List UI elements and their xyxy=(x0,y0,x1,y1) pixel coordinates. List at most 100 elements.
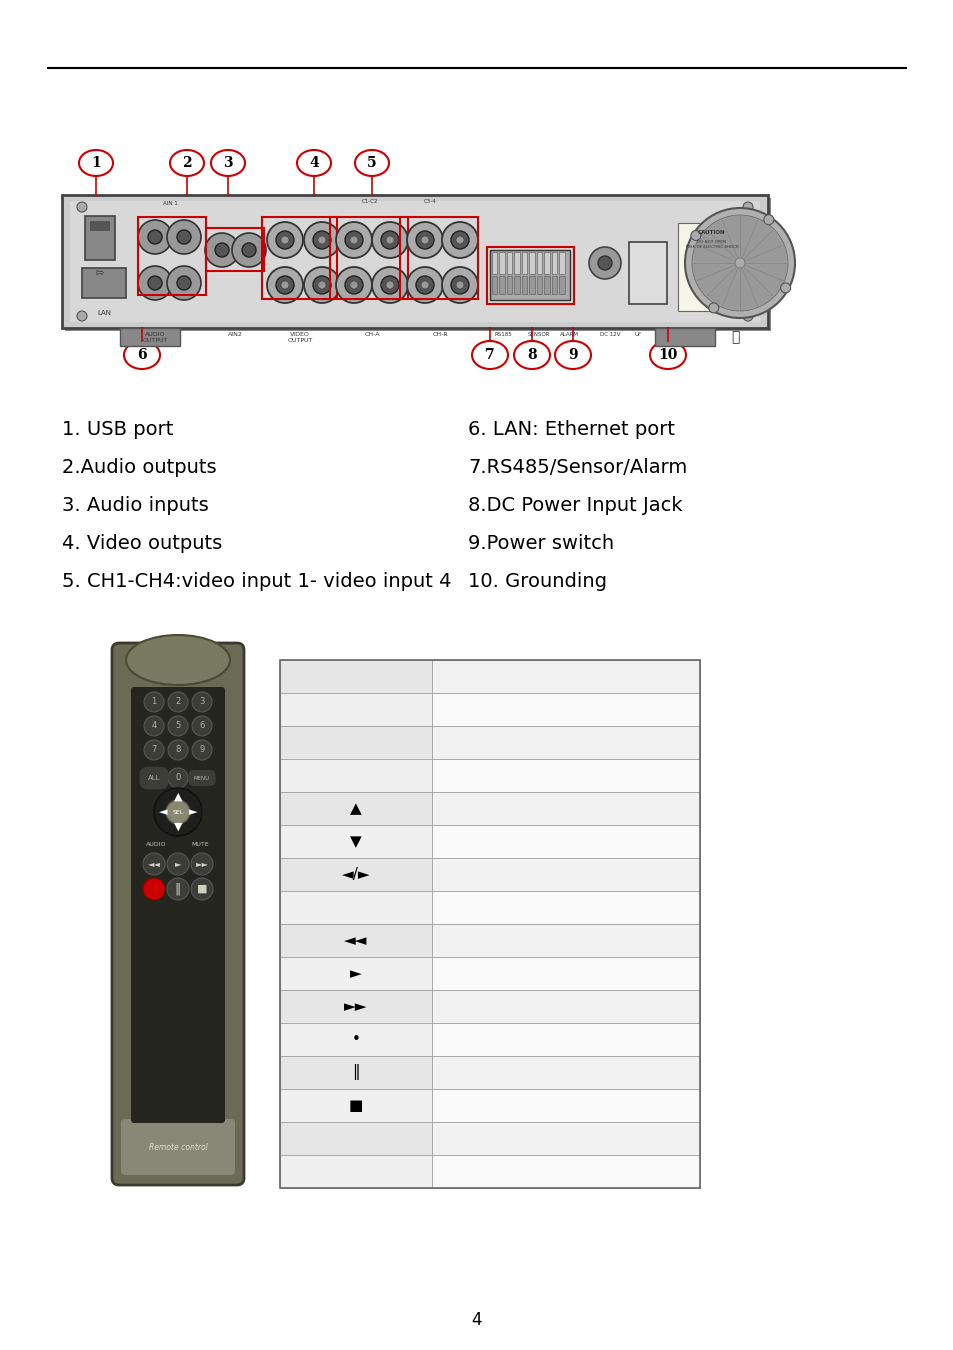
FancyBboxPatch shape xyxy=(432,957,700,990)
Text: RS185: RS185 xyxy=(495,332,512,338)
Text: ALL: ALL xyxy=(148,775,160,782)
Circle shape xyxy=(690,231,700,240)
Text: SEL: SEL xyxy=(172,810,183,814)
Circle shape xyxy=(192,693,212,711)
Circle shape xyxy=(313,231,331,248)
Circle shape xyxy=(742,202,752,212)
Circle shape xyxy=(275,275,294,294)
Text: 6. LAN: Ethernet port: 6. LAN: Ethernet port xyxy=(468,420,675,439)
Text: 5. CH1-CH4:video input 1- video input 4: 5. CH1-CH4:video input 1- video input 4 xyxy=(62,572,451,591)
Circle shape xyxy=(313,275,331,294)
Ellipse shape xyxy=(355,150,389,176)
Circle shape xyxy=(177,275,191,290)
Circle shape xyxy=(763,215,773,224)
Text: ►: ► xyxy=(174,860,181,868)
Text: 8: 8 xyxy=(527,348,537,362)
Circle shape xyxy=(166,801,190,824)
Circle shape xyxy=(780,284,790,293)
Ellipse shape xyxy=(126,634,230,684)
FancyBboxPatch shape xyxy=(112,643,244,1185)
FancyBboxPatch shape xyxy=(280,1089,432,1122)
Text: C3-4: C3-4 xyxy=(423,198,436,204)
Text: ►: ► xyxy=(189,807,197,817)
Circle shape xyxy=(167,853,189,875)
Text: 7: 7 xyxy=(152,745,156,755)
FancyBboxPatch shape xyxy=(529,252,535,274)
FancyBboxPatch shape xyxy=(521,252,527,274)
Text: SENSOR: SENSOR xyxy=(527,332,550,338)
Circle shape xyxy=(386,236,394,244)
Text: 9: 9 xyxy=(199,745,204,755)
Ellipse shape xyxy=(211,150,245,176)
FancyBboxPatch shape xyxy=(506,275,512,294)
FancyBboxPatch shape xyxy=(280,859,432,891)
FancyBboxPatch shape xyxy=(514,252,519,274)
FancyBboxPatch shape xyxy=(280,891,432,923)
Circle shape xyxy=(168,768,188,788)
Ellipse shape xyxy=(514,342,550,369)
Circle shape xyxy=(148,275,162,290)
Text: AIN2: AIN2 xyxy=(228,332,242,338)
FancyBboxPatch shape xyxy=(490,250,569,300)
Text: 2: 2 xyxy=(175,698,180,706)
Text: ◄/►: ◄/► xyxy=(341,867,370,882)
Circle shape xyxy=(345,231,363,248)
Circle shape xyxy=(317,236,326,244)
FancyBboxPatch shape xyxy=(85,216,115,261)
Text: Remote control: Remote control xyxy=(149,1143,207,1153)
Circle shape xyxy=(588,247,620,279)
FancyBboxPatch shape xyxy=(432,825,700,859)
FancyBboxPatch shape xyxy=(432,726,700,759)
FancyBboxPatch shape xyxy=(521,275,527,294)
FancyBboxPatch shape xyxy=(678,223,745,310)
FancyBboxPatch shape xyxy=(628,242,666,304)
Circle shape xyxy=(684,208,794,319)
FancyBboxPatch shape xyxy=(280,957,432,990)
FancyBboxPatch shape xyxy=(65,198,770,331)
FancyBboxPatch shape xyxy=(432,923,700,957)
Circle shape xyxy=(350,281,357,289)
Circle shape xyxy=(281,281,289,289)
Circle shape xyxy=(345,275,363,294)
Circle shape xyxy=(335,221,372,258)
Circle shape xyxy=(372,267,408,302)
FancyBboxPatch shape xyxy=(432,693,700,726)
Text: DC 12V: DC 12V xyxy=(599,332,619,338)
Text: ◄: ◄ xyxy=(158,807,167,817)
FancyBboxPatch shape xyxy=(506,252,512,274)
FancyBboxPatch shape xyxy=(499,252,504,274)
Circle shape xyxy=(451,231,469,248)
Circle shape xyxy=(335,267,372,302)
Text: VIDEO
OUTPUT: VIDEO OUTPUT xyxy=(287,332,313,343)
Text: CH-R: CH-R xyxy=(432,332,447,338)
Text: 7.RS485/Sensor/Alarm: 7.RS485/Sensor/Alarm xyxy=(468,458,686,477)
Circle shape xyxy=(304,221,339,258)
FancyBboxPatch shape xyxy=(120,328,180,346)
Text: 1: 1 xyxy=(152,698,156,706)
Text: 4: 4 xyxy=(309,157,318,170)
Text: ►►: ►► xyxy=(344,999,367,1014)
Circle shape xyxy=(372,221,408,258)
Ellipse shape xyxy=(555,342,590,369)
FancyBboxPatch shape xyxy=(552,275,557,294)
FancyBboxPatch shape xyxy=(131,687,225,1123)
FancyBboxPatch shape xyxy=(655,328,714,346)
Circle shape xyxy=(267,221,303,258)
Circle shape xyxy=(416,231,434,248)
Text: ■: ■ xyxy=(349,1098,363,1112)
Circle shape xyxy=(77,202,87,212)
Circle shape xyxy=(281,236,289,244)
Polygon shape xyxy=(705,238,718,247)
Circle shape xyxy=(138,220,172,254)
Circle shape xyxy=(420,281,429,289)
FancyBboxPatch shape xyxy=(552,252,557,274)
Circle shape xyxy=(192,740,212,760)
Circle shape xyxy=(192,716,212,736)
Text: 0: 0 xyxy=(175,774,180,783)
FancyBboxPatch shape xyxy=(280,660,432,693)
FancyBboxPatch shape xyxy=(280,1056,432,1089)
Text: DO NOT OPEN
RISK OF ELECTRIC SHOCK: DO NOT OPEN RISK OF ELECTRIC SHOCK xyxy=(685,240,738,248)
Circle shape xyxy=(77,310,87,321)
FancyBboxPatch shape xyxy=(432,792,700,825)
Circle shape xyxy=(168,740,188,760)
